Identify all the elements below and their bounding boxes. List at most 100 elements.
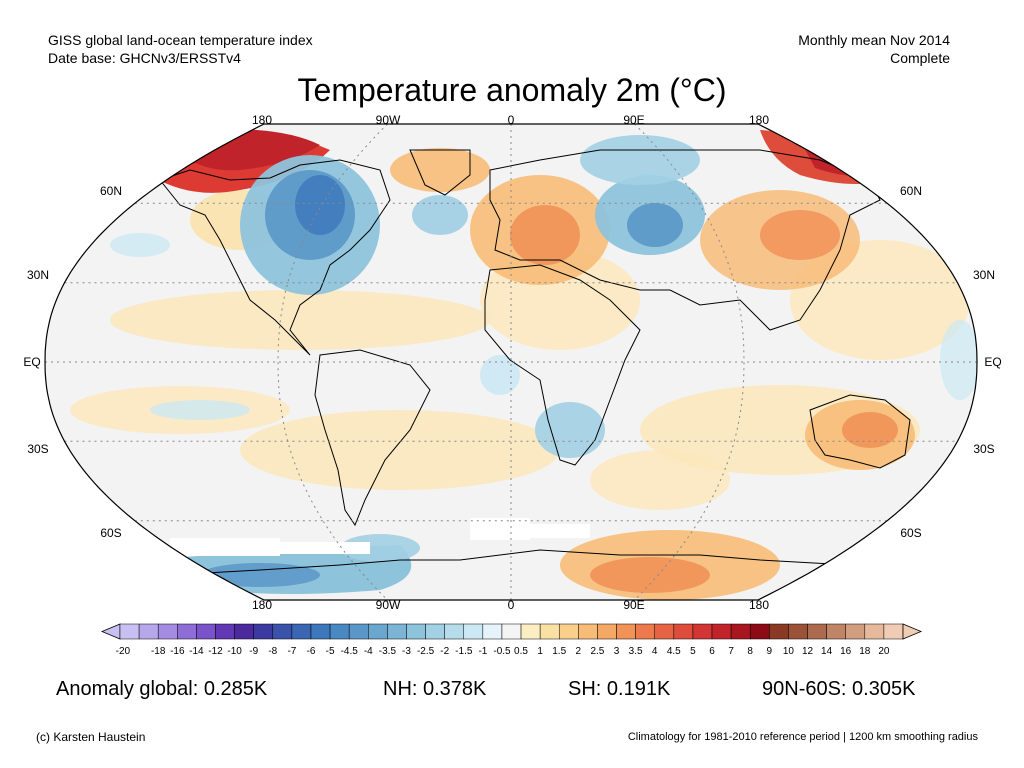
latitude-labels-right: 60N 30N EQ 30S 60S (900, 184, 1002, 540)
colorbar-tick-label: 4.5 (666, 646, 681, 657)
colorbar-tick-label: 1.5 (552, 646, 567, 657)
north-america-outline (159, 159, 391, 356)
colorbar-swatch (864, 623, 885, 640)
lon-label: 180 (749, 598, 769, 612)
colorbar-tick-label: 12 (801, 646, 814, 657)
lat-label: 30S (973, 442, 994, 456)
lon-label: 0 (508, 598, 515, 612)
lon-label: 0 (508, 113, 515, 127)
colorbar-tick-label: -1.5 (455, 646, 473, 657)
lat-label: 30N (973, 268, 995, 282)
colorbar-tick-label: 18 (859, 646, 871, 657)
africa-outline (484, 264, 641, 466)
map-title: Temperature anomaly 2m (°C) (297, 72, 727, 108)
graticule (45, 124, 977, 600)
colorbar-swatch (157, 623, 178, 640)
colorbar-swatch (196, 623, 216, 640)
colorbar-tick-label: -3 (402, 646, 411, 657)
colorbar-tick-label: -2.5 (416, 646, 435, 657)
lat-label: 60N (900, 184, 922, 198)
colorbar-tick-label: -2 (440, 646, 450, 657)
lat-label: 60N (100, 184, 122, 198)
colorbar-swatch (883, 623, 904, 640)
colorbar-swatch (539, 623, 560, 640)
polar-anomaly: 90N-60S: 0.305K (762, 678, 916, 700)
colorbar-swatch (234, 623, 254, 640)
dataset-name: GISS global land-ocean temperature index (48, 32, 313, 48)
colorbar-swatch (788, 623, 808, 640)
colorbar-swatch (654, 623, 675, 640)
colorbar-swatch (291, 623, 312, 640)
lon-label: 90E (623, 113, 644, 127)
lat-label: 30S (27, 442, 48, 456)
eurasia-outline (489, 149, 881, 331)
colorbar-swatch (425, 623, 445, 640)
colorbar-swatch (769, 623, 789, 640)
colorbar-swatch (807, 623, 827, 640)
colorbar-tick-label: 20 (878, 646, 890, 657)
colorbar-tick-label: -7 (287, 646, 297, 657)
lon-label: 180 (252, 598, 272, 612)
lon-label: 90E (623, 598, 644, 612)
colorbar-swatch (635, 623, 655, 640)
colorbar-swatch (845, 623, 866, 640)
latitude-labels-left: 60N 30N EQ 30S 60S (23, 184, 122, 540)
colorbar-tick-label: 7 (728, 646, 734, 657)
colorbar-tick-label: -6 (306, 646, 316, 657)
colorbar-tick-label: 16 (840, 646, 852, 657)
colorbar-swatch (310, 623, 331, 640)
colorbar-swatch (406, 623, 426, 640)
colorbar-swatch (558, 623, 579, 640)
anomaly-field (70, 127, 977, 600)
australia-outline (809, 394, 911, 469)
colorbar (100, 623, 923, 640)
colorbar-swatch (826, 623, 846, 640)
colorbar-swatch (215, 623, 235, 640)
colorbar-tick-label: 9 (766, 646, 773, 657)
colorbar-swatch (692, 623, 713, 640)
lat-label: 60S (900, 526, 921, 540)
greenland-outline (409, 149, 471, 196)
colorbar-tick-label: 0.5 (514, 646, 528, 657)
header-left: GISS global land-ocean temperature index… (48, 31, 313, 67)
globe-border (44, 123, 978, 601)
credit: (c) Karsten Haustein (36, 730, 146, 744)
colorbar-high-arrow (902, 623, 923, 640)
colorbar-labels: -20 -18 -16 -14 -12 -10 -9 -8 -7 -6 -5 -4.5 -4 -3.5 -3… (0, 646, 1024, 662)
coastlines (159, 149, 911, 576)
lat-label: EQ (23, 355, 40, 369)
colorbar-swatch (177, 623, 197, 640)
colorbar-swatch (616, 623, 636, 640)
lon-label: 180 (252, 113, 272, 127)
colorbar-tick-label: -14 (189, 646, 204, 657)
colorbar-low-arrow (100, 623, 121, 640)
lon-label: 90W (376, 598, 401, 612)
colorbar-tick-label: 2 (575, 646, 582, 657)
colorbar-swatch (253, 623, 274, 640)
colorbar-tick-label: -8 (268, 646, 278, 657)
colorbar-tick-label: 3 (613, 646, 620, 657)
footnote: Climatology for 1981-2010 reference peri… (627, 731, 978, 743)
longitude-labels-top: 180 90W 0 90E 180 (252, 113, 769, 127)
colorbar-swatch (138, 623, 159, 640)
antarctica-outline (169, 549, 901, 576)
colorbar-tick-label: 8 (747, 646, 753, 657)
sh-anomaly: SH: 0.191K (568, 678, 671, 700)
colorbar-swatch (673, 623, 694, 640)
colorbar-swatch (711, 623, 732, 640)
colorbar-tick-label: 10 (782, 646, 794, 657)
colorbar-tick-label: 1 (537, 646, 543, 657)
global-anomaly: Anomaly global: 0.285K (56, 678, 268, 700)
colorbar-swatch (368, 623, 388, 640)
colorbar-tick-label: 5 (690, 646, 696, 657)
database-name: Date base: GHCNv3/ERSSTv4 (48, 50, 241, 66)
colorbar-tick-label: -4.5 (340, 646, 358, 657)
colorbar-tick-label: -4 (363, 646, 373, 657)
south-america-outline (314, 349, 431, 527)
colorbar-tick-label: -9 (249, 646, 259, 657)
colorbar-tick-label: -16 (170, 646, 185, 657)
lon-label: 180 (749, 113, 769, 127)
colorbar-swatch (597, 623, 617, 640)
period-label: Monthly mean Nov 2014 (798, 32, 950, 48)
